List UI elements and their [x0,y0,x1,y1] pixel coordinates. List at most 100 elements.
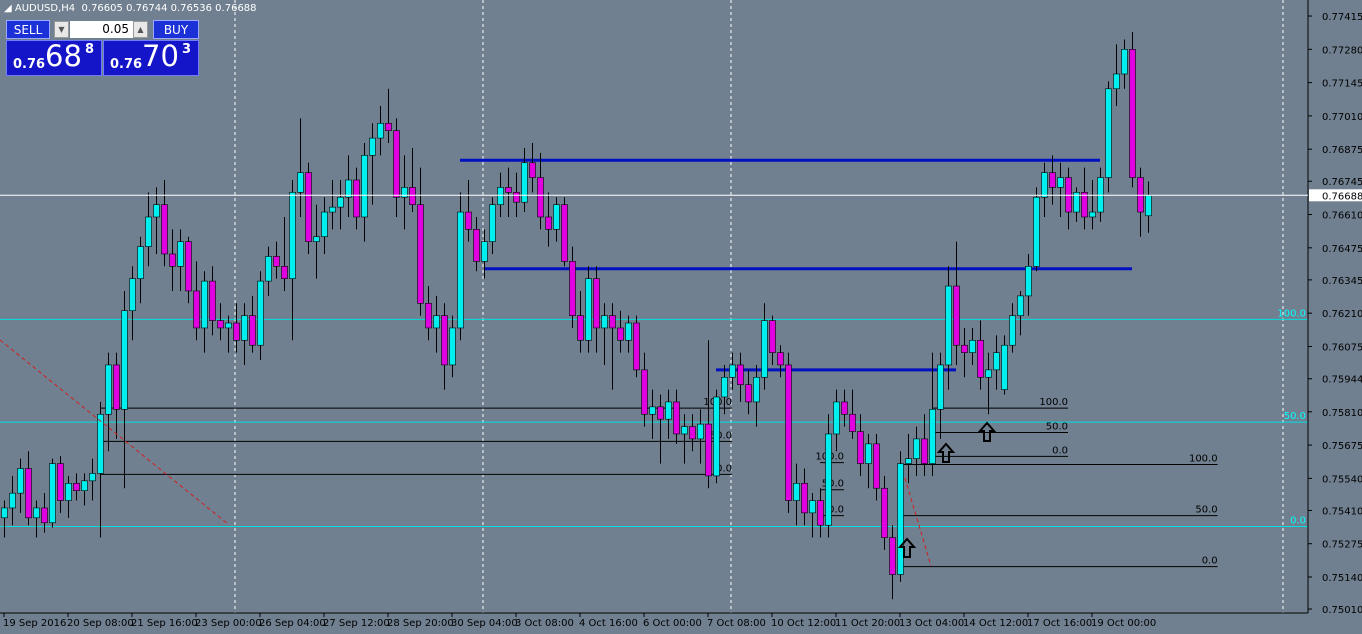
buy-price[interactable]: 0.76 70 3 [103,39,199,76]
candle-body [937,364,944,410]
candle-body [257,280,264,346]
candle-body [777,352,784,366]
y-tick-label: 0.77280 [1322,45,1362,56]
candle-body [465,211,472,230]
candle-body [641,369,648,415]
candle-body [1009,315,1016,346]
candle-body [1081,192,1088,218]
candle-body [57,463,64,501]
candle-body [1121,49,1128,75]
candle-body [217,320,224,329]
y-tick-label: 0.76210 [1322,309,1362,320]
candle-body [337,196,344,208]
candle-body [921,438,928,464]
candle-body [289,192,296,279]
candle-body [401,187,408,198]
candle-body [449,327,456,366]
candle-body [457,211,464,329]
up-arrow [977,421,997,442]
candle-body [713,396,720,477]
candle-body [281,266,288,279]
candle-body [697,423,704,440]
candle-body [1073,192,1080,213]
x-tick-label: 27 Sep 12:00 [323,618,390,629]
fib-line-label: 0.0 [1052,445,1068,456]
lot-input[interactable]: 0.05 [70,21,133,38]
y-tick-label: 0.76875 [1322,145,1362,156]
candle-body [1017,295,1024,316]
x-tick-label: 7 Oct 08:00 [707,618,766,629]
candle-body [897,463,904,575]
candle-body [513,192,520,203]
candle-body [65,482,72,501]
candle-body [593,278,600,329]
fib-line-label: 50.0 [1046,422,1068,433]
candle-body [857,431,864,464]
candle-body [673,401,680,435]
price-main: 68 [45,39,82,73]
sell-button[interactable]: SELL [6,20,50,39]
candle-body [177,241,184,267]
candle-body [89,473,96,482]
x-tick-label: 20 Sep 08:00 [67,618,134,629]
candle-body [561,204,568,262]
buy-button[interactable]: BUY [153,20,199,39]
candle-body [425,302,432,329]
candle-body [233,322,240,341]
candle-body [369,137,376,156]
candle-body [417,204,424,304]
candle-body [601,315,608,329]
candle-body [1129,49,1136,178]
period-separators [234,0,1284,613]
candle-body [353,179,360,218]
candle-body [961,344,968,353]
candle-body [721,376,728,398]
y-tick-label: 0.75540 [1322,474,1362,485]
candle-body [153,204,160,218]
candle-body [785,364,792,501]
candle-body [985,369,992,378]
x-tick-label: 17 Oct 16:00 [1027,618,1092,629]
candle-body [441,315,448,366]
x-tick-label: 19 Sep 2016 [3,618,66,629]
candle-body [121,310,128,410]
lot-up[interactable]: ▲ [133,21,148,38]
candle-body [689,426,696,440]
sell-price[interactable]: 0.76 68 8 [6,39,102,76]
candle-body [953,285,960,346]
candle-body [113,364,120,410]
candle-body [705,423,712,477]
candle-body [137,246,144,279]
lot-down[interactable]: ▼ [54,21,69,38]
candle-body [881,487,888,538]
candle-body [321,211,328,238]
candle-body [649,406,656,415]
y-tick-label: 0.75810 [1322,408,1362,419]
candle-body [193,290,200,329]
candle-body [297,172,304,193]
y-tick-label: 0.77145 [1322,79,1362,90]
up-arrow [936,442,956,463]
y-tick-label: 0.76610 [1322,211,1362,222]
candle-body [145,216,152,247]
x-tick-label: 26 Sep 04:00 [259,618,326,629]
candle-body [105,364,112,415]
y-tick-label: 0.76345 [1322,276,1362,287]
candle-body [657,406,664,420]
x-tick-label: 30 Sep 04:00 [451,618,518,629]
fib-line-label: 0.0 [828,505,844,516]
candle-body [97,413,104,474]
price-pip: 3 [182,42,192,57]
candle-body [833,401,840,435]
candle-body [729,364,736,378]
candle-body [241,315,248,341]
y-tick-label: 0.77415 [1322,12,1362,23]
candle-body [1113,73,1120,90]
bid-label-box [1309,189,1362,202]
drawings [0,339,997,567]
x-tick-label: 21 Sep 16:00 [131,618,198,629]
close: 0.76688 [215,3,257,14]
candle-body [169,253,176,267]
